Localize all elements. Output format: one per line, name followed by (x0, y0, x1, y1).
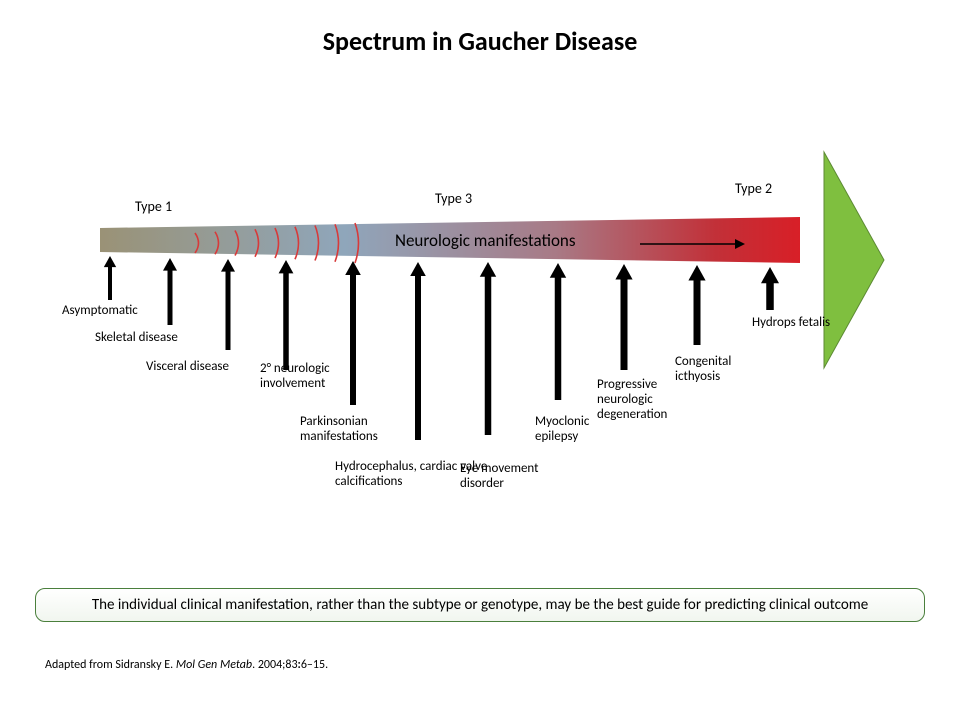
manifestation-label: Hydrops fetalis (752, 316, 830, 331)
callout-box: The individual clinical manifestation, r… (35, 588, 925, 622)
manifestation-label: Asymptomatic (62, 304, 138, 319)
citation-prefix: Adapted from Sidransky E. (45, 658, 176, 672)
neurologic-label: Neurologic manifestations (395, 230, 576, 251)
manifestation-label: 2° neurologic involvement (260, 362, 360, 392)
citation-italic: Mol Gen Metab (176, 658, 252, 672)
type-label-3: Type 2 (735, 180, 772, 197)
manifestation-label: Parkinsonian manifestations (300, 415, 410, 445)
callout-text: The individual clinical manifestation, r… (92, 596, 868, 614)
type-label-1: Type 1 (135, 198, 172, 215)
manifestation-label: Skeletal disease (95, 331, 178, 346)
citation-suffix: 6–15. (301, 658, 328, 672)
manifestation-label: Eye movement disorder (460, 462, 570, 492)
page-title: Spectrum in Gaucher Disease (0, 25, 960, 57)
citation: Adapted from Sidransky E. Mol Gen Metab.… (45, 658, 328, 672)
citation-mid: . 2004;83 (252, 658, 297, 672)
green-arrowhead-icon (824, 152, 884, 368)
type-label-2: Type 3 (435, 190, 472, 207)
manifestation-label: Congenital icthyosis (675, 355, 765, 385)
neurologic-arrow-icon (640, 238, 747, 254)
manifestation-label: Visceral disease (146, 360, 229, 375)
